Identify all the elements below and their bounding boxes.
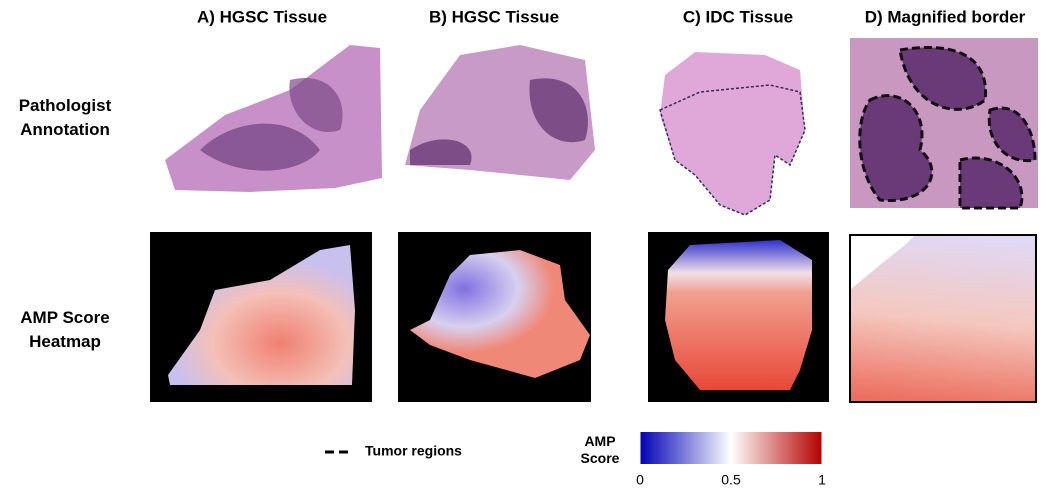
column-title: B) HGSC Tissue	[429, 7, 559, 26]
row-label: AMP Score Heatmap	[20, 308, 110, 351]
colorbar-tick-label: 1	[818, 472, 826, 488]
column-title: C) IDC Tissue	[683, 7, 793, 26]
tissue-image	[850, 38, 1038, 210]
column-title: A) HGSC Tissue	[197, 7, 327, 26]
column-title: D) Magnified border	[865, 7, 1026, 26]
tissue-image	[405, 45, 595, 180]
heatmap-image	[849, 234, 1037, 403]
heatmap-image	[150, 232, 372, 402]
colorbar-tick-label: 0	[636, 472, 644, 488]
colorbar-title: AMP Score	[580, 433, 620, 466]
tissue-image	[659, 52, 806, 216]
legend-label: Tumor regions	[365, 443, 462, 459]
heatmap-image	[648, 232, 829, 402]
row-label: Pathologist Annotation	[18, 96, 112, 139]
heatmap-image	[398, 232, 591, 402]
tissue-image	[165, 45, 382, 192]
colorbar-tick-label: 0.5	[721, 472, 741, 488]
